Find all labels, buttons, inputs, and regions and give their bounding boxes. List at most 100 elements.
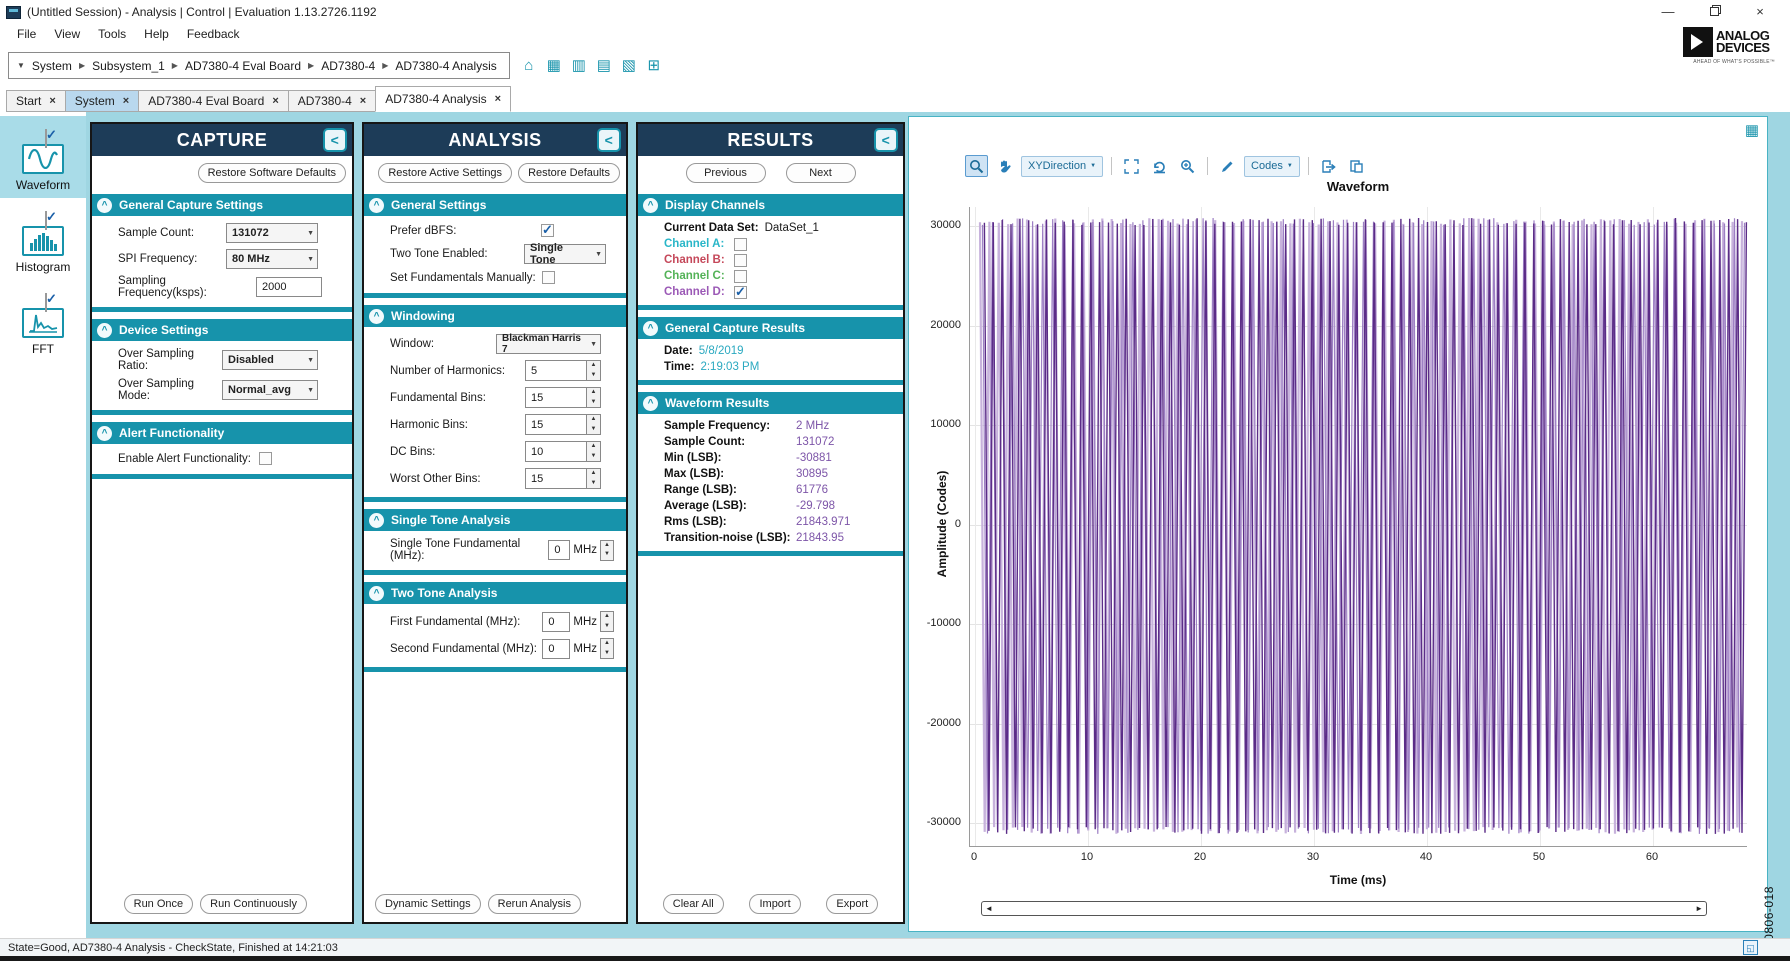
section-header[interactable]: ^ General Settings <box>364 194 626 216</box>
pan-button[interactable] <box>993 155 1016 177</box>
spin-down-icon[interactable]: ▼ <box>590 425 597 432</box>
spin-up-icon[interactable]: ▲ <box>590 443 597 450</box>
two-tone-enabled-dropdown[interactable]: Single Tone ▼ <box>524 242 606 266</box>
import-button[interactable]: Import <box>749 894 801 914</box>
harmonic-bins-spinner[interactable]: 15 ▲ ▼ <box>525 414 601 435</box>
sidebar-item-fft[interactable]: FFT <box>0 280 86 362</box>
section-header[interactable]: ^ Waveform Results <box>638 392 903 414</box>
fit-view-button[interactable] <box>1120 155 1143 177</box>
collapse-section-icon[interactable]: ^ <box>97 425 112 441</box>
sample-count-dropdown[interactable]: 131072 ▼ <box>226 223 318 243</box>
waveform-checkbox[interactable] <box>45 129 47 148</box>
spin-up-icon[interactable]: ▲ <box>590 416 597 423</box>
collapse-section-icon[interactable]: ^ <box>369 308 384 324</box>
collapse-section-icon[interactable]: ^ <box>97 322 112 338</box>
spin-up-icon[interactable]: ▲ <box>590 470 597 477</box>
window-layout-icon[interactable]: ▧ <box>621 56 636 74</box>
home-icon[interactable]: ⌂ <box>524 56 534 74</box>
menu-feedback[interactable]: Feedback <box>186 27 240 41</box>
section-header[interactable]: ^ Two Tone Analysis <box>364 582 626 604</box>
spinner-buttons[interactable]: ▲ ▼ <box>587 414 601 435</box>
spin-up-icon[interactable]: ▲ <box>604 613 610 620</box>
section-header[interactable]: ^ General Capture Results <box>638 317 903 339</box>
channel-a-checkbox[interactable] <box>734 237 747 251</box>
window-dropdown[interactable]: Blackman Harris 7 ▼ <box>496 333 601 355</box>
dynamic-settings-button[interactable]: Dynamic Settings <box>375 894 481 914</box>
run-continuously-button[interactable]: Run Continuously <box>200 894 307 914</box>
collapse-panel-button[interactable]: < <box>323 128 347 152</box>
dc-bins-value[interactable]: 10 <box>525 441 587 462</box>
worst-other-bins-spinner[interactable]: 15 ▲ ▼ <box>525 468 601 489</box>
single-tone-fundamental-input[interactable]: 0 <box>548 540 571 560</box>
sidebar-item-histogram[interactable]: Histogram <box>0 198 86 280</box>
section-header[interactable]: ^ Alert Functionality <box>92 422 352 444</box>
collapse-section-icon[interactable]: ^ <box>369 512 384 528</box>
fft-checkbox[interactable] <box>45 293 47 312</box>
menu-tools[interactable]: Tools <box>98 27 127 41</box>
breadcrumb-item-device[interactable]: AD7380-4 <box>321 58 376 73</box>
tab-start[interactable]: Start × <box>6 90 65 112</box>
spin-up-icon[interactable]: ▲ <box>604 640 610 647</box>
channel-d-checkbox[interactable] <box>734 284 747 300</box>
export-button[interactable]: Export <box>826 894 879 914</box>
collapse-section-icon[interactable]: ^ <box>643 320 658 336</box>
single-tone-fundamental-spinner[interactable]: ▲ ▼ <box>600 539 614 561</box>
restore-software-defaults-button[interactable]: Restore Software Defaults <box>197 163 346 183</box>
breadcrumb[interactable]: ▼ System ▶ Subsystem_1 ▶ AD7380-4 Eval B… <box>8 52 510 79</box>
collapse-section-icon[interactable]: ^ <box>97 197 112 213</box>
export-data-button[interactable] <box>1317 155 1340 177</box>
scroll-right-icon[interactable]: ► <box>1695 903 1703 913</box>
chip-view-icon[interactable]: ▥ <box>571 56 586 74</box>
tab-close-icon[interactable]: × <box>272 95 279 107</box>
number-of-harmonics-spinner[interactable]: 5 ▲ ▼ <box>525 360 601 381</box>
status-state-icon[interactable]: ◱ <box>1743 940 1758 955</box>
minimize-button[interactable]: — <box>1661 4 1675 19</box>
memory-map-icon[interactable]: ▤ <box>596 56 611 74</box>
breadcrumb-item-system[interactable]: System <box>31 58 72 73</box>
spinner-buttons[interactable]: ▲ ▼ <box>587 360 601 381</box>
section-header[interactable]: ^ Display Channels <box>638 194 903 216</box>
worst-other-bins-value[interactable]: 15 <box>525 468 587 489</box>
prefer-dbfs-checkbox[interactable] <box>541 222 554 238</box>
channel-b-checkbox[interactable] <box>734 253 747 267</box>
copy-image-button[interactable] <box>1345 155 1368 177</box>
rerun-analysis-button[interactable]: Rerun Analysis <box>487 894 581 914</box>
fundamental-bins-value[interactable]: 15 <box>525 387 587 408</box>
collapse-panel-button[interactable]: < <box>597 128 621 152</box>
histogram-checkbox[interactable] <box>45 211 47 230</box>
sidebar-item-waveform[interactable]: Waveform <box>0 116 86 198</box>
spin-down-icon[interactable]: ▼ <box>590 398 597 405</box>
tab-analysis[interactable]: AD7380-4 Analysis × <box>375 86 512 112</box>
data-grid-icon[interactable]: ▦ <box>1744 122 1759 139</box>
section-header[interactable]: ^ General Capture Settings <box>92 194 352 216</box>
harmonic-bins-value[interactable]: 15 <box>525 414 587 435</box>
spinner-buttons[interactable]: ▲ ▼ <box>587 387 601 408</box>
close-button[interactable]: × <box>1756 4 1764 19</box>
tab-close-icon[interactable]: × <box>122 95 130 107</box>
tab-close-icon[interactable]: × <box>494 93 502 105</box>
scroll-left-icon[interactable]: ◄ <box>985 903 993 913</box>
tab-eval-board[interactable]: AD7380-4 Eval Board × <box>138 90 288 112</box>
register-debug-icon[interactable]: ⊞ <box>647 56 661 74</box>
collapse-section-icon[interactable]: ^ <box>369 197 384 213</box>
enable-alert-checkbox[interactable] <box>258 452 272 465</box>
section-header[interactable]: ^ Device Settings <box>92 319 352 341</box>
spinner-buttons[interactable]: ▲ ▼ <box>587 468 601 489</box>
spin-down-icon[interactable]: ▼ <box>604 551 610 558</box>
spi-frequency-dropdown[interactable]: 80 MHz ▼ <box>226 249 318 269</box>
breadcrumb-item-subsystem[interactable]: Subsystem_1 <box>92 58 165 73</box>
menu-view[interactable]: View <box>54 27 81 41</box>
spin-up-icon[interactable]: ▲ <box>590 362 597 369</box>
codes-dropdown[interactable]: Codes ▼ <box>1244 155 1300 177</box>
zoom-select-button[interactable] <box>965 155 988 177</box>
restore-defaults-button[interactable]: Restore Defaults <box>518 163 620 183</box>
second-fundamental-spinner[interactable]: ▲ ▼ <box>600 638 614 659</box>
annotate-button[interactable] <box>1216 155 1239 177</box>
undo-zoom-button[interactable] <box>1148 155 1171 177</box>
next-button[interactable]: Next <box>785 163 856 183</box>
breadcrumb-item-analysis[interactable]: AD7380-4 Analysis <box>395 58 497 73</box>
spinner-buttons[interactable]: ▲ ▼ <box>600 638 614 659</box>
number-of-harmonics-value[interactable]: 5 <box>525 360 587 381</box>
spinner-buttons[interactable]: ▲ ▼ <box>600 611 614 632</box>
spin-down-icon[interactable]: ▼ <box>590 452 597 459</box>
